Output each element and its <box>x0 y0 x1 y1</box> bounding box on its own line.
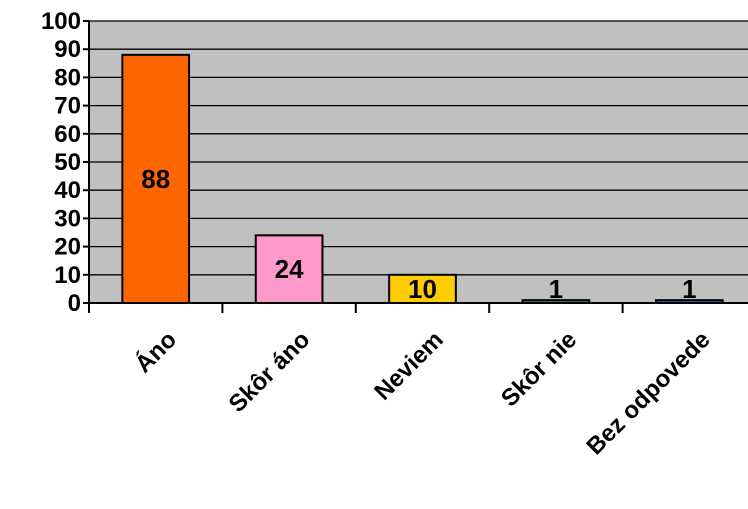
y-tick-label-90: 90 <box>54 36 81 63</box>
y-tick-label-20: 20 <box>54 234 81 261</box>
bar-0 <box>121 53 191 305</box>
data-label-3: 1 <box>549 274 563 304</box>
y-tick-label-0: 0 <box>68 290 81 317</box>
x-axis-ticks <box>88 303 624 313</box>
y-tick-label-40: 40 <box>54 177 81 204</box>
bars <box>121 53 724 305</box>
category-label-3: Skôr nie <box>496 326 582 412</box>
y-tick-label-50: 50 <box>54 149 81 176</box>
data-label-1: 24 <box>275 254 304 284</box>
category-label-1: Skôr áno <box>224 326 316 418</box>
data-label-2: 10 <box>408 274 437 304</box>
y-tick-label-70: 70 <box>54 93 81 120</box>
category-label-2: Neviem <box>369 326 448 405</box>
category-labels: Áno Skôr áno Neviem Skôr nie Bez odpovede <box>129 325 715 460</box>
gridlines <box>89 20 748 276</box>
y-tick-label-60: 60 <box>54 121 81 148</box>
bar-2 <box>388 273 457 304</box>
category-label-0: Áno <box>129 325 182 378</box>
y-tick-label-100: 100 <box>41 8 81 35</box>
data-label-0: 88 <box>141 164 170 194</box>
y-tick-label-10: 10 <box>54 262 81 289</box>
y-tick-label-30: 30 <box>54 205 81 232</box>
y-tick-label-80: 80 <box>54 64 81 91</box>
data-label-4: 1 <box>682 274 696 304</box>
category-label-4: Bez odpovede <box>581 326 715 460</box>
data-labels: 88 24 10 1 1 <box>141 164 696 304</box>
